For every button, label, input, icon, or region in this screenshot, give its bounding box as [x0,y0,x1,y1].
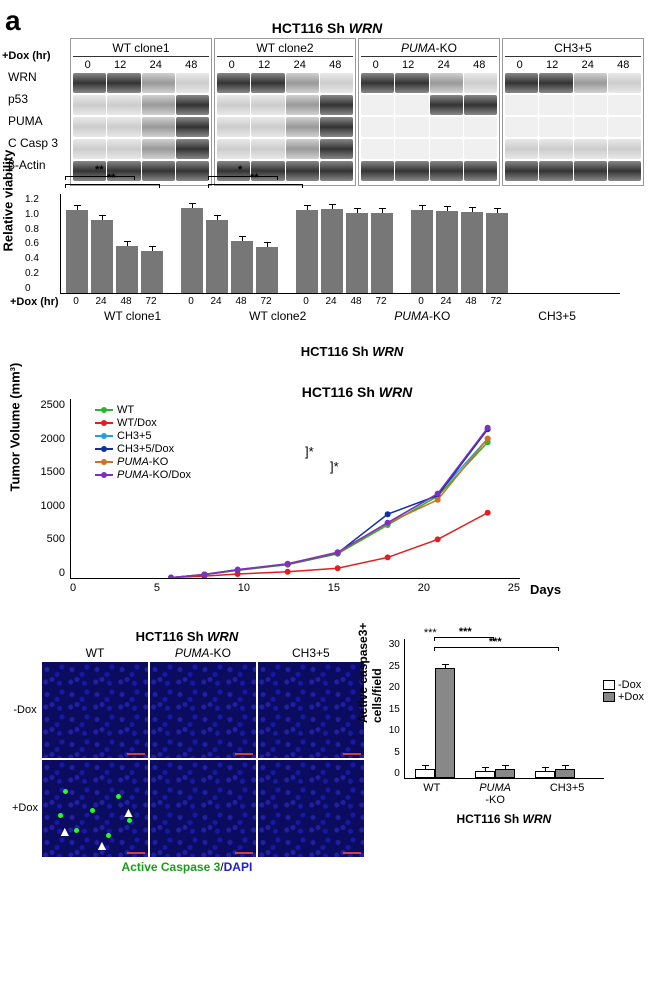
sig-bracket: ** [65,184,160,188]
casp3-plot [404,639,604,779]
sig-bracket: * [208,176,278,180]
if-section: HCT116 Sh WRN WTPUMA-KOCH3+5-Dox+Dox▲▲▲ … [10,629,644,874]
if-title: HCT116 Sh WRN [10,629,364,644]
subtitle-gene: WRN [372,344,403,359]
blot-label: C Casp 3 [8,132,58,154]
blot-row-labels: WRN p53 PUMA C Casp 3 β-Actin [8,66,58,176]
caption-blue: DAPI [224,860,253,874]
blot-label: p53 [8,88,58,110]
casp3-xlabels: WTPUMA -KOCH3+5 [404,782,604,806]
casp3-subtitle: HCT116 Sh WRN [404,812,604,826]
blot-title-text: HCT116 Sh [272,20,349,36]
caption-green: Active Caspase 3 [122,860,221,874]
sig-bracket: ** [208,184,303,188]
blot-title-gene: WRN [349,20,382,36]
viability-chart: Relative viability 1.21.00.80.60.40.20 +… [60,194,644,344]
sig-star: * [334,459,339,474]
sig-star: * [309,444,314,459]
sig-stars: *** [489,636,502,648]
subtitle-gene: WRN [523,812,552,826]
caspase3-chart: Active caspase3+ cells/field 30252015105… [372,629,644,874]
tumor-title: HCT116 Sh WRN [70,384,644,400]
viability-yaxis: 1.21.00.80.60.40.20 [25,194,39,294]
tumor-xlabel: Days [530,582,561,597]
blot-grid: WT clone10122448WT clone20122448PUMA-KO0… [70,38,644,186]
if-images: HCT116 Sh WRN WTPUMA-KOCH3+5-Dox+Dox▲▲▲ … [10,629,364,874]
tumor-title-gene: WRN [379,384,412,400]
viability-xlabel: +Dox (hr) [10,296,59,308]
sig-bracket: ]* [305,444,314,459]
western-blot-section: HCT116 Sh WRN +Dox (hr) WRN p53 PUMA C C… [10,20,644,186]
sig-stars: ** [95,164,104,176]
if-title-gene: WRN [207,629,238,644]
sig-stars: ** [107,172,116,184]
tumor-xaxis: 0510152025 [70,582,520,594]
sig-stars: ** [250,172,259,184]
subtitle-text: HCT116 Sh [301,344,373,359]
casp3-yaxis: 302520151050 [382,639,400,779]
if-caption: Active Caspase 3/DAPI [10,860,364,874]
blot-label: WRN [8,66,58,88]
blot-label: β-Actin [8,154,58,176]
tumor-yaxis: 25002000150010005000 [30,399,65,579]
legend-box [603,692,615,702]
viability-plot [60,194,620,294]
sig-stars: *** [459,626,472,638]
legend-box [603,680,615,690]
tumor-legend: WTWT/DoxCH3+5CH3+5/DoxPUMA-KOPUMA-KO/Dox [95,404,191,482]
blot-label: PUMA [8,110,58,132]
legend-label: -Dox [618,679,641,691]
legend-item: -Dox [603,679,644,691]
blot-title: HCT116 Sh WRN [10,20,644,36]
viability-ylabel: Relative viability [1,150,16,252]
sig-bracket: *** [434,647,559,651]
dox-time-label: +Dox (hr) [2,50,51,62]
tumor-ylabel: Tumor Volume (mm³) [8,363,23,492]
panel-label: a [5,5,21,37]
if-grid: WTPUMA-KOCH3+5-Dox+Dox▲▲▲ [10,646,364,857]
viability-subtitle: HCT116 Sh WRN [60,344,644,359]
if-title-text: HCT116 Sh [136,629,208,644]
sig-bracket: ** [65,176,135,180]
casp3-ylabel-text: Active caspase3+ cells/field [356,623,384,723]
subtitle-text: HCT116 Sh [456,812,522,826]
sig-bracket: *** [434,637,494,641]
sig-stars: * [238,164,242,176]
sig-bracket: ]* [330,459,339,474]
tumor-chart: HCT116 Sh WRN Tumor Volume (mm³) 2500200… [70,384,644,614]
figure-panel: a HCT116 Sh WRN +Dox (hr) WRN p53 PUMA C… [0,0,654,884]
tumor-title-text: HCT116 Sh [302,384,379,400]
legend-item: +Dox [603,691,644,703]
casp3-ylabel: Active caspase3+ cells/field [356,623,384,723]
viability-xlabels: 0244872024487202448720244872 [60,296,620,307]
viability-group-labels: WT clone1WT clone2PUMA-KOCH3+5 [60,309,620,323]
legend-label: +Dox [618,691,644,703]
casp3-legend: -Dox +Dox [603,679,644,703]
